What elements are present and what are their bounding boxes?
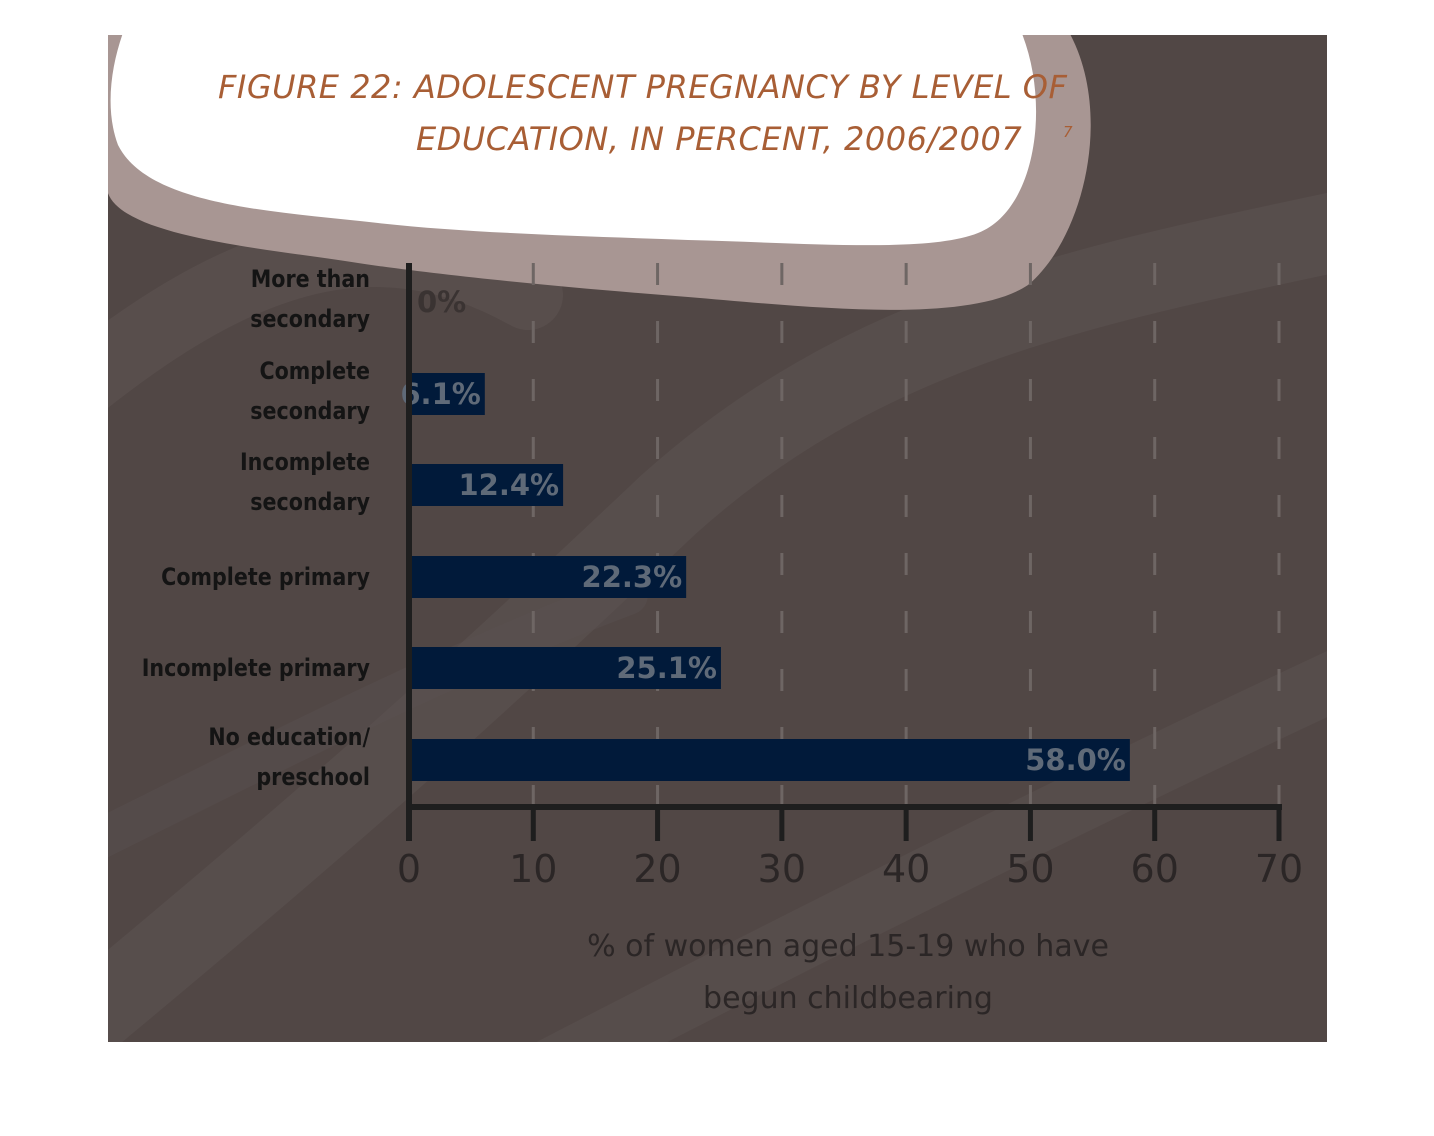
cloud-fill bbox=[110, 35, 1037, 246]
bar-value-label-0: 0% bbox=[417, 285, 466, 319]
category-label-line: secondary bbox=[250, 305, 370, 333]
title-footnote-marker: 7 bbox=[1063, 123, 1073, 141]
x-axis-title: % of women aged 15-19 who have begun chi… bbox=[408, 921, 1288, 1025]
swoosh-3 bbox=[536, 650, 1327, 1042]
x-tick-label: 50 bbox=[1006, 847, 1055, 891]
chart-svg: 0% 6.1% 12.4% 22.3% 25.1% 58.0% bbox=[108, 35, 1327, 1042]
category-label-line: Incomplete bbox=[239, 448, 370, 476]
x-tick-label: 10 bbox=[509, 847, 558, 891]
category-label-line: More than bbox=[250, 265, 370, 293]
category-label-line: secondary bbox=[250, 488, 370, 516]
bars: 0% 6.1% 12.4% 22.3% 25.1% 58.0% bbox=[400, 285, 1130, 781]
category-label: Incomplete secondary bbox=[112, 442, 370, 522]
figure-panel: 0% 6.1% 12.4% 22.3% 25.1% 58.0% FIGURE 22: AD… bbox=[108, 35, 1327, 1042]
x-tick-label: 70 bbox=[1254, 847, 1304, 891]
chart-title-line-2: EDUCATION, IN PERCENT, 2006/2007 bbox=[416, 120, 1023, 158]
bar-2 bbox=[409, 464, 564, 506]
x-axis-title-line-2: begun childbearing bbox=[703, 981, 993, 1016]
x-tick-label: 20 bbox=[633, 847, 682, 891]
bar-value-label-4: 25.1% bbox=[616, 651, 717, 685]
category-label: Incomplete primary bbox=[112, 648, 370, 688]
swoosh-4 bbox=[108, 575, 648, 858]
category-label: Complete secondary bbox=[112, 351, 370, 431]
bar-5 bbox=[409, 739, 1130, 781]
category-label-line: No education/ bbox=[208, 723, 370, 751]
bar-3 bbox=[409, 556, 687, 598]
bar-value-label-5: 58.0% bbox=[1025, 743, 1126, 777]
category-label-line: Complete primary bbox=[161, 563, 370, 591]
category-label-line: secondary bbox=[250, 397, 370, 425]
category-label: Complete primary bbox=[112, 557, 370, 597]
category-label: No education/preschool bbox=[112, 717, 370, 797]
x-tick-label: 40 bbox=[881, 847, 931, 891]
bar-value-label-2: 12.4% bbox=[459, 468, 560, 502]
bar-value-label-3: 22.3% bbox=[582, 560, 683, 594]
category-label-line: preschool bbox=[256, 763, 370, 791]
x-tick-label: 0 bbox=[396, 847, 422, 891]
x-tick-label: 30 bbox=[757, 847, 807, 891]
bar-4 bbox=[409, 647, 721, 689]
category-label: More than secondary bbox=[112, 259, 370, 339]
bar-value-label-1: 6.1% bbox=[400, 377, 480, 411]
title-cloud bbox=[108, 35, 1091, 310]
axes bbox=[406, 263, 1282, 841]
x-tick-label: 60 bbox=[1130, 847, 1179, 891]
swoosh-2 bbox=[108, 192, 1327, 1042]
bar-1 bbox=[409, 373, 485, 415]
chart-title-line-1: FIGURE 22: ADOLESCENT PREGNANCY BY LEVEL… bbox=[218, 68, 1068, 106]
category-label-line: Complete bbox=[259, 357, 370, 385]
x-axis-title-line-1: % of women aged 15-19 who have bbox=[587, 929, 1109, 964]
category-label-line: Incomplete primary bbox=[141, 654, 370, 682]
